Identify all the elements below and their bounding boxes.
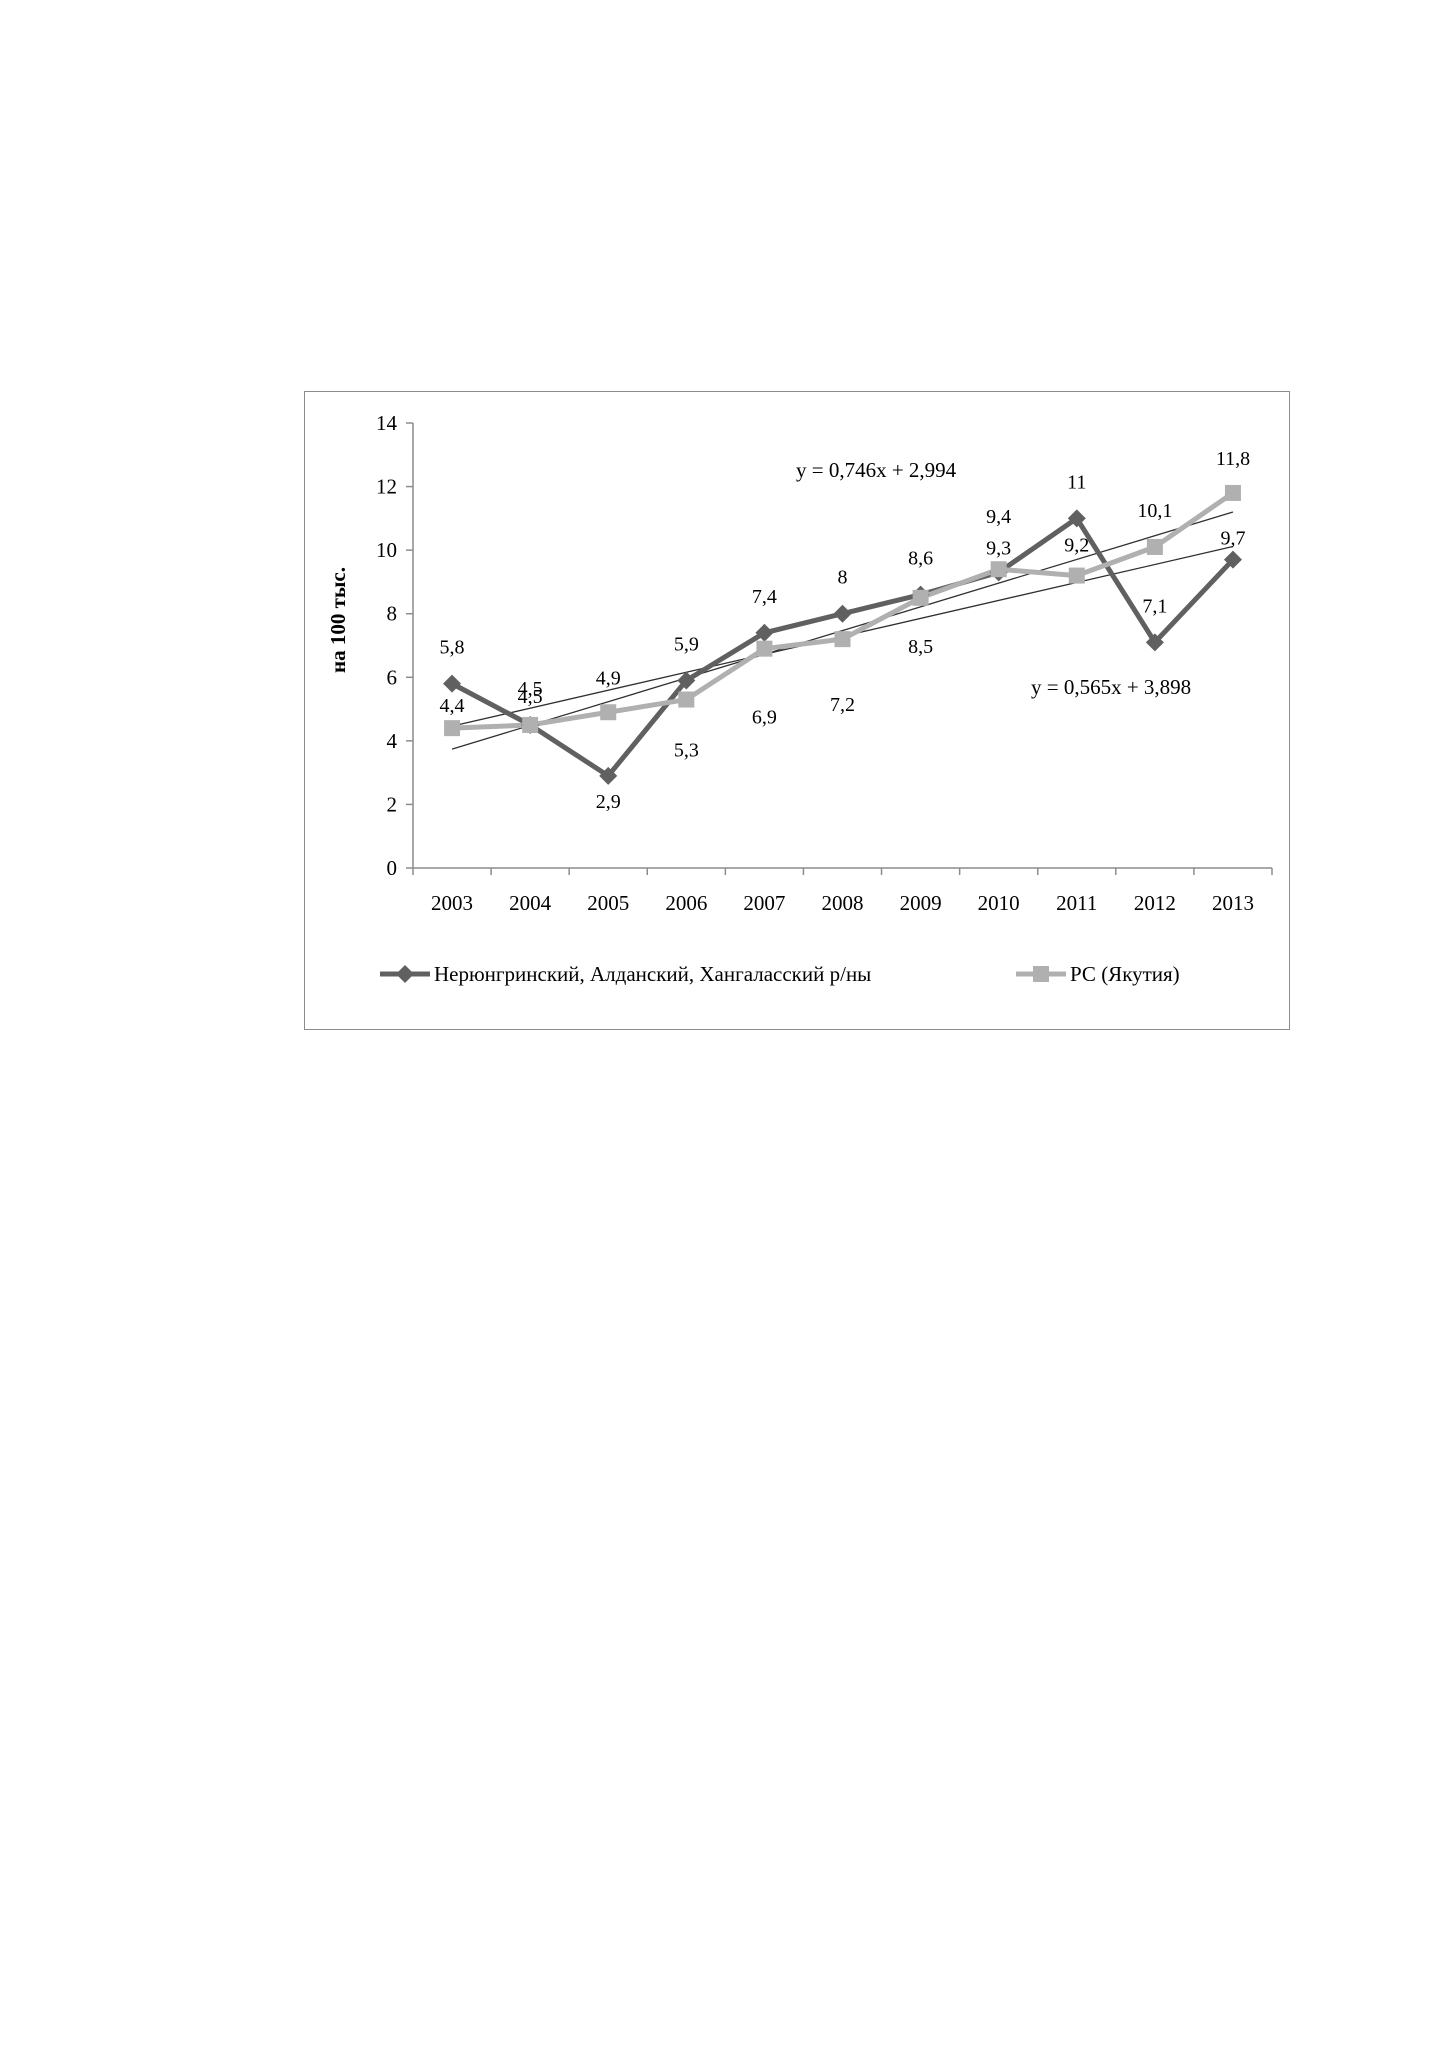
- x-tick-label: 2003: [431, 891, 473, 915]
- x-tick-label: 2010: [978, 891, 1020, 915]
- data-label-series-2: 9,2: [1064, 535, 1089, 557]
- series-2-point: [1068, 567, 1085, 584]
- axes: 0 2 4 6 8 10 12 14 2003 2004 2005 2006 2007 2008 2009 2…: [376, 411, 1273, 915]
- series-2-point: [600, 704, 617, 721]
- y-tick-label: 6: [387, 665, 398, 689]
- legend-marker-square: [1033, 966, 1049, 982]
- y-tick-label: 2: [387, 792, 398, 816]
- x-tick-label: 2007: [743, 891, 785, 915]
- legend-label-series-1: Нерюнгринский, Алданский, Хангаласский р…: [434, 962, 871, 986]
- y-tick-label: 0: [387, 856, 398, 880]
- legend-label-series-2: РС (Якутия): [1070, 962, 1180, 986]
- series-2-point: [756, 640, 773, 657]
- x-tick-label: 2004: [509, 891, 552, 915]
- data-labels: 5,8 4,5 2,9 5,9 7,4 8 8,6 9,3 11 7,1 9,7 4,4 4,5 4,9 5…: [440, 448, 1251, 813]
- data-label-series-2: 9,4: [986, 506, 1011, 528]
- y-tick-label: 14: [376, 411, 398, 435]
- x-tick-label: 2012: [1134, 891, 1176, 915]
- series-2-point: [522, 716, 539, 733]
- data-label-series-2: 10,1: [1137, 500, 1172, 522]
- series-1-point: [755, 623, 774, 642]
- x-tick-label: 2011: [1056, 891, 1097, 915]
- x-tick-label: 2006: [665, 891, 707, 915]
- data-label-series-2: 7,2: [830, 694, 855, 716]
- data-label-series-1: 9,3: [986, 537, 1011, 559]
- legend: Нерюнгринский, Алданский, Хангаласский р…: [380, 962, 1180, 986]
- chart-frame: [304, 391, 1290, 1030]
- x-tick-label: 2008: [822, 891, 864, 915]
- series-1-point: [1145, 633, 1164, 652]
- x-tick-label: 2005: [587, 891, 629, 915]
- data-label-series-1: 8,6: [908, 548, 933, 570]
- data-label-series-2: 4,5: [518, 686, 543, 708]
- data-label-series-2: 8,5: [908, 636, 933, 658]
- data-label-series-1: 8: [838, 567, 848, 589]
- data-label-series-2: 5,3: [674, 740, 699, 762]
- y-tick-label: 12: [376, 475, 397, 499]
- series-1-point: [1067, 509, 1086, 528]
- series-2-point: [444, 720, 461, 737]
- series-2-point: [1224, 484, 1241, 501]
- series-2-point: [1146, 538, 1163, 555]
- data-label-series-1: 5,9: [674, 633, 699, 655]
- data-label-series-2: 6,9: [752, 707, 777, 729]
- trendline-1: [451, 511, 1234, 750]
- data-label-series-2: 4,9: [596, 667, 621, 689]
- data-label-series-1: 5,8: [440, 637, 465, 659]
- legend-item-series-1: Нерюнгринский, Алданский, Хангаласский р…: [380, 962, 871, 986]
- data-label-series-2: 4,4: [440, 695, 465, 717]
- series-2-point: [834, 631, 851, 648]
- data-label-series-1: 9,7: [1220, 528, 1245, 550]
- data-label-series-1: 11: [1067, 471, 1086, 493]
- series-2-point: [912, 589, 929, 606]
- x-tick-label: 2013: [1212, 891, 1254, 915]
- series-1-point: [443, 674, 462, 693]
- data-label-series-1: 4,5: [518, 678, 543, 700]
- data-label-series-1: 2,9: [596, 791, 621, 813]
- series-2-point: [678, 691, 695, 708]
- y-tick-label: 8: [387, 602, 398, 626]
- series-1-point: [833, 604, 852, 623]
- series-1-point: [677, 671, 696, 690]
- legend-marker-diamond: [396, 965, 414, 983]
- y-tick-label: 4: [387, 729, 398, 753]
- trendline-equation-1: y = 0,746x + 2,994: [796, 458, 957, 482]
- series-1-point: [599, 766, 618, 785]
- trendline-equation-2: y = 0,565x + 3,898: [1031, 675, 1191, 699]
- x-tick-label: 2009: [900, 891, 942, 915]
- series: [443, 484, 1242, 785]
- series-1-point: [1223, 550, 1242, 569]
- y-axis-title: на 100 тыс.: [326, 567, 350, 673]
- data-label-series-2: 11,8: [1216, 448, 1250, 470]
- data-label-series-1: 7,1: [1142, 595, 1167, 617]
- y-tick-label: 10: [376, 538, 397, 562]
- data-label-series-1: 7,4: [752, 586, 777, 608]
- legend-item-series-2: РС (Якутия): [1016, 962, 1180, 986]
- series-2-point: [990, 561, 1007, 578]
